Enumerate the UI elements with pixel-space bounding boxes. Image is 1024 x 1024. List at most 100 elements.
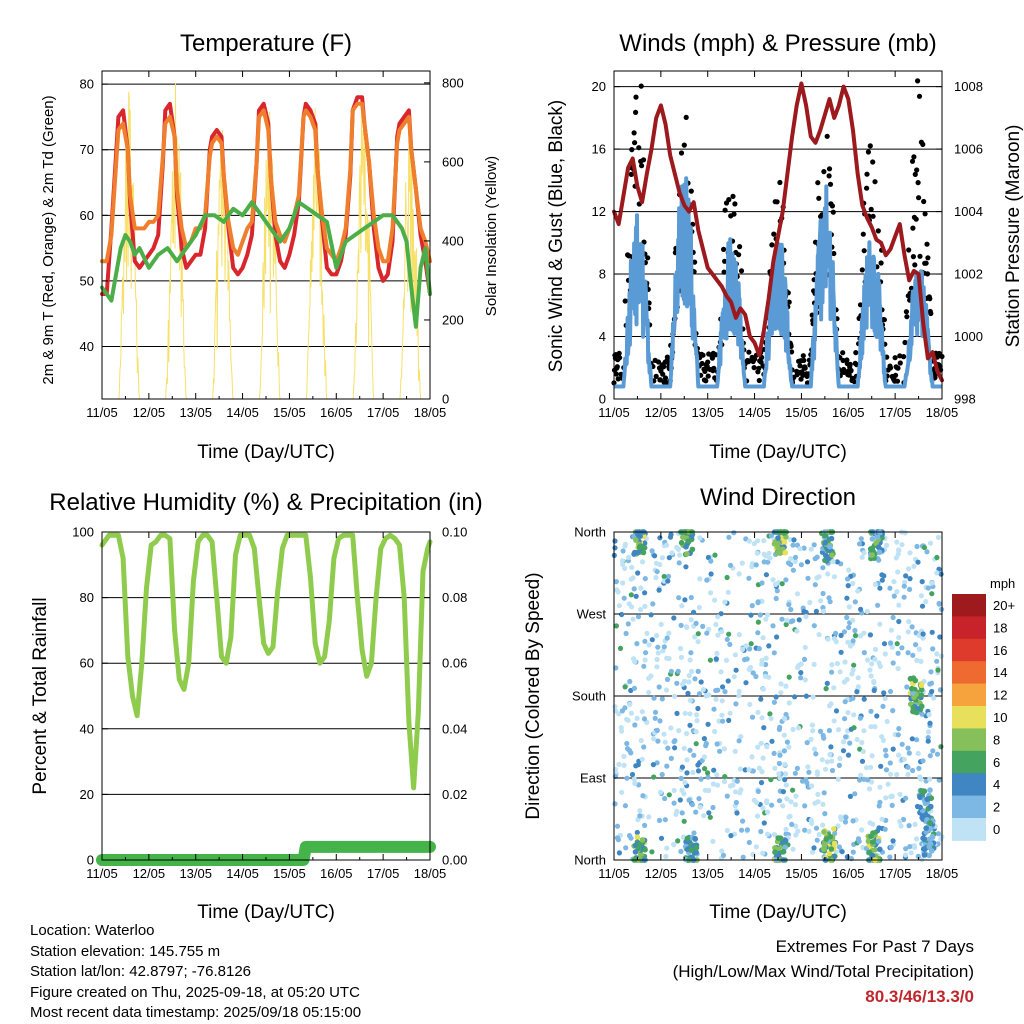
direction-point <box>665 573 672 580</box>
direction-point <box>796 662 802 669</box>
humidity-xtick-label: 12/05 <box>133 866 166 881</box>
gust-point <box>638 83 644 89</box>
direction-point <box>771 650 777 656</box>
direction-point <box>695 768 702 774</box>
direction-cluster-point <box>826 850 833 857</box>
direction-point <box>808 817 814 824</box>
direction-point <box>788 556 794 562</box>
direction-point <box>824 759 830 765</box>
wind-direction-xtick-label: 11/05 <box>598 866 630 881</box>
direction-point <box>654 569 660 575</box>
direction-cluster-point <box>918 692 925 698</box>
direction-point <box>929 688 935 695</box>
direction-point <box>920 758 926 764</box>
gust-point <box>732 201 738 207</box>
direction-point <box>896 618 902 625</box>
direction-point <box>810 728 816 734</box>
direction-point <box>909 624 915 630</box>
direction-point <box>798 670 804 676</box>
wind-direction-ytick-label: North <box>574 853 606 868</box>
direction-point <box>623 630 629 637</box>
direction-point <box>920 635 926 641</box>
direction-point <box>705 774 711 780</box>
direction-point <box>806 769 812 775</box>
direction-point <box>681 745 687 751</box>
direction-point <box>661 731 667 737</box>
wind-direction-xtick-label: 16/05 <box>832 866 865 881</box>
direction-point <box>820 565 826 571</box>
direction-point <box>747 646 753 652</box>
gust-point <box>721 246 727 252</box>
direction-point <box>842 699 848 705</box>
winds-ylabel: Sonic Wind & Gust (Blue, Black) <box>546 100 567 372</box>
temperature-xtick-label: 14/05 <box>226 405 259 420</box>
gust-point <box>802 365 808 371</box>
direction-point <box>758 780 765 786</box>
direction-cluster-point <box>633 537 639 543</box>
speed-legend-label: 0 <box>993 822 1000 837</box>
direction-point <box>666 630 672 636</box>
direction-point <box>678 775 684 782</box>
direction-point <box>687 711 693 717</box>
direction-point <box>682 678 688 684</box>
direction-point <box>783 782 790 788</box>
direction-cluster-point <box>876 549 883 556</box>
direction-point <box>896 548 902 554</box>
direction-point <box>837 755 843 762</box>
direction-point <box>642 657 648 663</box>
direction-cluster-point <box>640 549 647 556</box>
direction-point <box>842 659 848 665</box>
humidity-ytick-label: 100 <box>72 525 94 540</box>
direction-point <box>765 831 771 837</box>
direction-point <box>833 708 840 714</box>
gust-point <box>678 150 685 156</box>
direction-point <box>903 852 909 858</box>
direction-point <box>748 641 754 647</box>
direction-point <box>915 853 921 860</box>
direction-point <box>708 571 714 577</box>
direction-point <box>759 598 765 605</box>
direction-point <box>801 608 807 615</box>
direction-point <box>707 657 714 663</box>
gust-point <box>683 114 689 120</box>
temperature-ytick-label: 40 <box>80 339 94 354</box>
direction-cluster-point <box>828 846 835 852</box>
direction-point <box>737 766 744 772</box>
direction-point <box>736 738 742 744</box>
direction-point <box>674 680 680 686</box>
direction-point <box>701 813 707 819</box>
wind-direction-xtick-label: 18/05 <box>926 866 959 881</box>
solar-insolation-line <box>118 91 140 400</box>
direction-point <box>911 563 917 569</box>
direction-point <box>869 779 875 785</box>
gust-point <box>653 373 659 379</box>
direction-point <box>668 755 674 762</box>
direction-point <box>905 650 911 656</box>
direction-point <box>701 736 708 742</box>
direction-cluster-point <box>927 787 933 793</box>
direction-point <box>679 810 685 816</box>
gust-point <box>645 255 651 261</box>
temperature-y2label: Solar Insolation (Yellow) <box>483 156 500 316</box>
direction-point <box>929 591 935 597</box>
direction-point <box>719 629 725 635</box>
station-pressure-line <box>612 81 944 383</box>
direction-point <box>854 736 860 743</box>
direction-point <box>894 539 900 545</box>
direction-point <box>695 631 701 637</box>
direction-point <box>795 828 801 834</box>
direction-point <box>868 708 874 714</box>
direction-point <box>638 737 644 744</box>
gust-point <box>801 357 807 363</box>
direction-point <box>818 598 824 604</box>
direction-point <box>642 576 648 582</box>
direction-point <box>884 718 890 725</box>
direction-point <box>815 799 821 805</box>
direction-point <box>734 778 740 784</box>
direction-point <box>764 612 771 618</box>
direction-point <box>895 665 901 672</box>
direction-point <box>850 617 856 623</box>
direction-point <box>617 645 624 652</box>
direction-point <box>776 798 783 804</box>
direction-point <box>783 621 789 628</box>
